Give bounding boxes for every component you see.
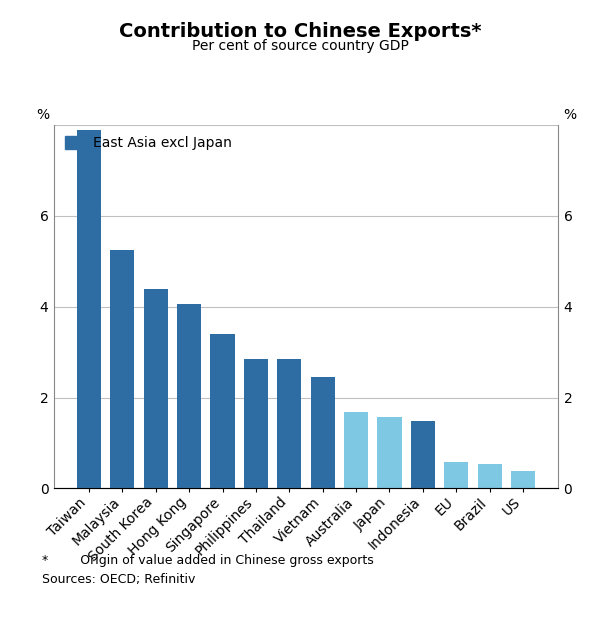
Bar — [311, 377, 335, 488]
Bar — [177, 304, 201, 488]
Text: *        Origin of value added in Chinese gross exports: * Origin of value added in Chinese gross… — [42, 554, 374, 567]
Bar — [211, 334, 235, 488]
Bar — [143, 289, 168, 488]
Bar — [344, 413, 368, 488]
Text: Contribution to Chinese Exports*: Contribution to Chinese Exports* — [119, 22, 481, 41]
Bar — [77, 130, 101, 488]
Bar — [478, 464, 502, 488]
Text: Sources: OECD; Refinitiv: Sources: OECD; Refinitiv — [42, 573, 196, 586]
Legend: East Asia excl Japan: East Asia excl Japan — [61, 132, 236, 155]
Text: Per cent of source country GDP: Per cent of source country GDP — [191, 39, 409, 53]
Bar — [411, 421, 435, 488]
Text: %: % — [36, 108, 49, 121]
Text: %: % — [563, 108, 576, 121]
Bar — [377, 417, 401, 488]
Bar — [110, 250, 134, 488]
Bar — [277, 359, 301, 488]
Bar — [444, 462, 469, 488]
Bar — [244, 359, 268, 488]
Bar — [511, 471, 535, 488]
